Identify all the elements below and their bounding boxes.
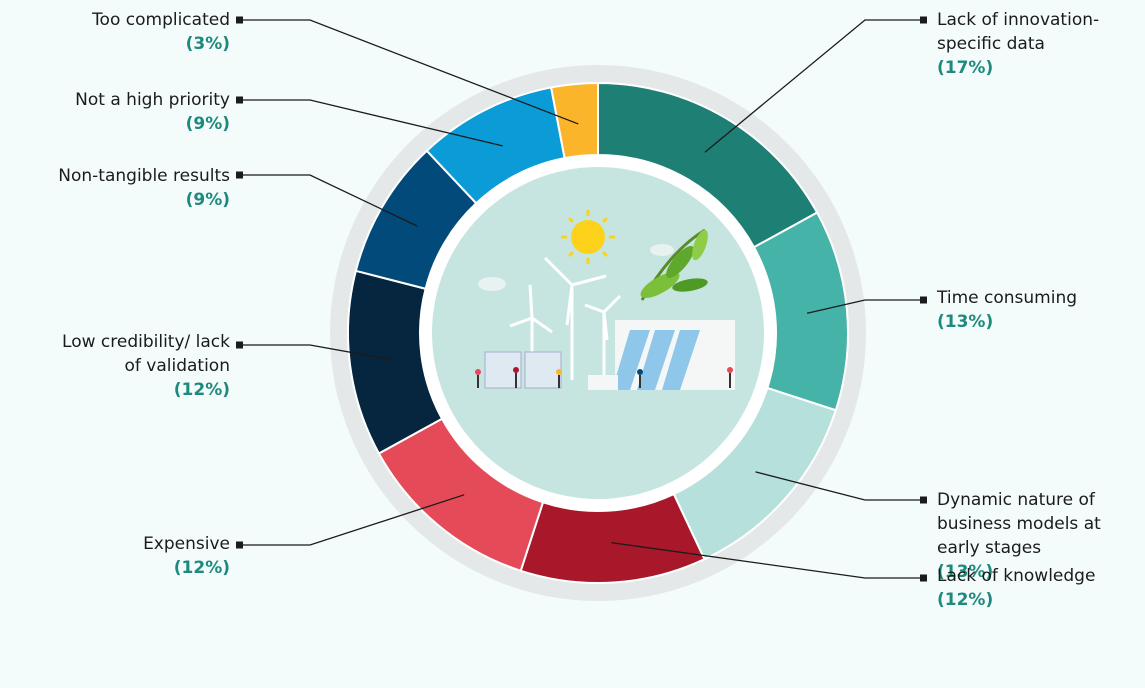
leader-marker [920, 16, 927, 24]
leader-marker [236, 541, 243, 549]
slice-label: Too complicated (3%) [0, 8, 230, 56]
category-label: Low credibility/ lack of validation [62, 332, 230, 376]
value-label: (17%) [937, 58, 994, 78]
slice-label: Low credibility/ lack of validation (12%) [55, 330, 230, 402]
category-label: Lack of innovation-specific data [937, 10, 1100, 54]
leader-marker [236, 341, 243, 349]
category-label: Dynamic nature of business models at ear… [937, 490, 1101, 558]
leader-line [243, 174, 418, 227]
illustration [475, 210, 735, 390]
category-label: Too complicated [92, 10, 230, 30]
value-label: (9%) [185, 114, 230, 134]
category-label: Expensive [143, 534, 230, 554]
leader-line [704, 19, 920, 153]
leader-marker [236, 96, 243, 104]
leader-line [611, 541, 920, 579]
leader-marker [920, 496, 927, 504]
slice-label: Lack of knowledge (12%) [937, 564, 1145, 612]
leader-line [243, 99, 503, 147]
leader-marker [920, 574, 927, 582]
slice-label: Expensive (12%) [10, 532, 230, 580]
leader-marker [920, 296, 927, 304]
category-label: Non-tangible results [58, 166, 230, 186]
leader-line [243, 344, 390, 360]
slice-label: Not a high priority (9%) [0, 88, 230, 136]
value-label: (13%) [937, 312, 994, 332]
value-label: (12%) [173, 380, 230, 400]
category-label: Lack of knowledge [937, 566, 1096, 586]
category-label: Time consuming [937, 288, 1078, 308]
value-label: (9%) [185, 190, 230, 210]
leader-line [806, 299, 920, 314]
leader-line [243, 494, 465, 546]
value-label: (12%) [937, 590, 994, 610]
leader-marker [236, 171, 243, 179]
leader-line [755, 471, 920, 501]
value-label: (3%) [185, 34, 230, 54]
slice-label: Time consuming (13%) [937, 286, 1145, 334]
slice-label: Dynamic nature of business models at ear… [937, 488, 1145, 584]
value-label: (13%) [937, 562, 994, 582]
slice-label: Lack of innovation-specific data (17%) [937, 8, 1145, 80]
slice-label: Non-tangible results (9%) [0, 164, 230, 212]
leader-line [243, 19, 579, 125]
value-label: (12%) [173, 558, 230, 578]
category-label: Not a high priority [75, 90, 230, 110]
leader-marker [236, 16, 243, 24]
